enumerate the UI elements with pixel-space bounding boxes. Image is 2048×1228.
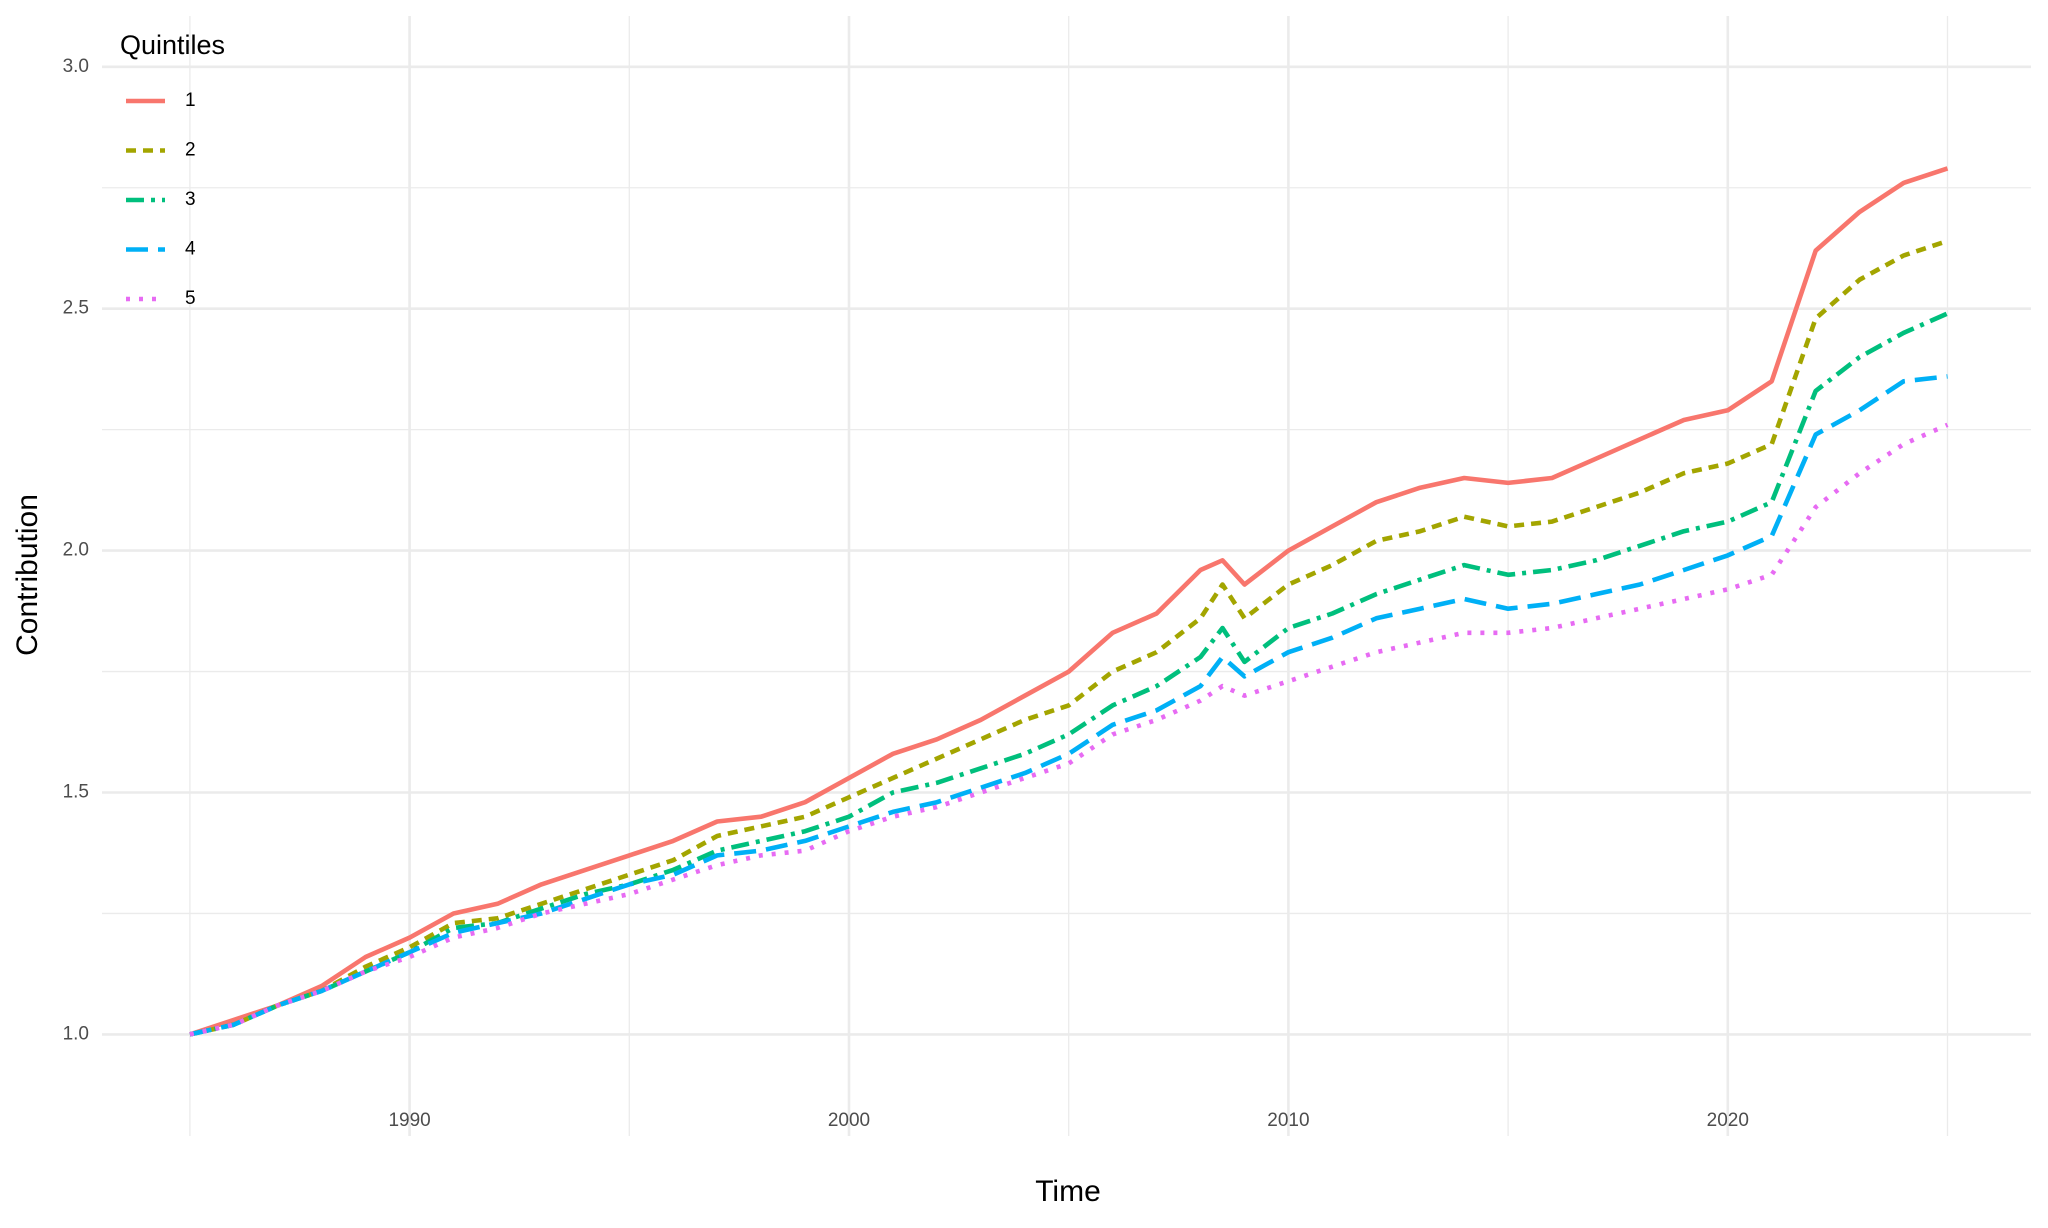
data-line (189, 311, 1949, 1037)
data-line (189, 166, 1949, 1037)
legend-label: 1 (185, 90, 196, 111)
legend-label: 5 (185, 288, 196, 309)
y-tick-label: 3.0 (63, 56, 89, 77)
y-tick-label: 2.5 (63, 298, 89, 319)
x-tick-label: 2000 (828, 1110, 870, 1131)
y-tick-label: 1.0 (63, 1023, 89, 1044)
y-axis-title: Contribution (11, 494, 44, 656)
x-tick-label: 1990 (388, 1110, 430, 1131)
legend-label: 4 (185, 239, 196, 260)
data-line (189, 238, 1949, 1037)
data-line (189, 374, 1948, 1037)
legend-title: Quintiles (120, 30, 225, 60)
data-line (189, 422, 1949, 1037)
x-tick-label: 2010 (1267, 1110, 1309, 1131)
x-axis-title: Time (1035, 1175, 1101, 1208)
y-tick-label: 2.0 (63, 540, 89, 561)
legend-label: 3 (185, 189, 196, 210)
y-tick-label: 1.5 (63, 782, 89, 803)
grid (102, 16, 2031, 1136)
legend: Quintiles 1 2 3 4 5 (120, 30, 225, 309)
legend-label: 2 (185, 140, 196, 161)
x-tick-label: 2020 (1707, 1110, 1749, 1131)
